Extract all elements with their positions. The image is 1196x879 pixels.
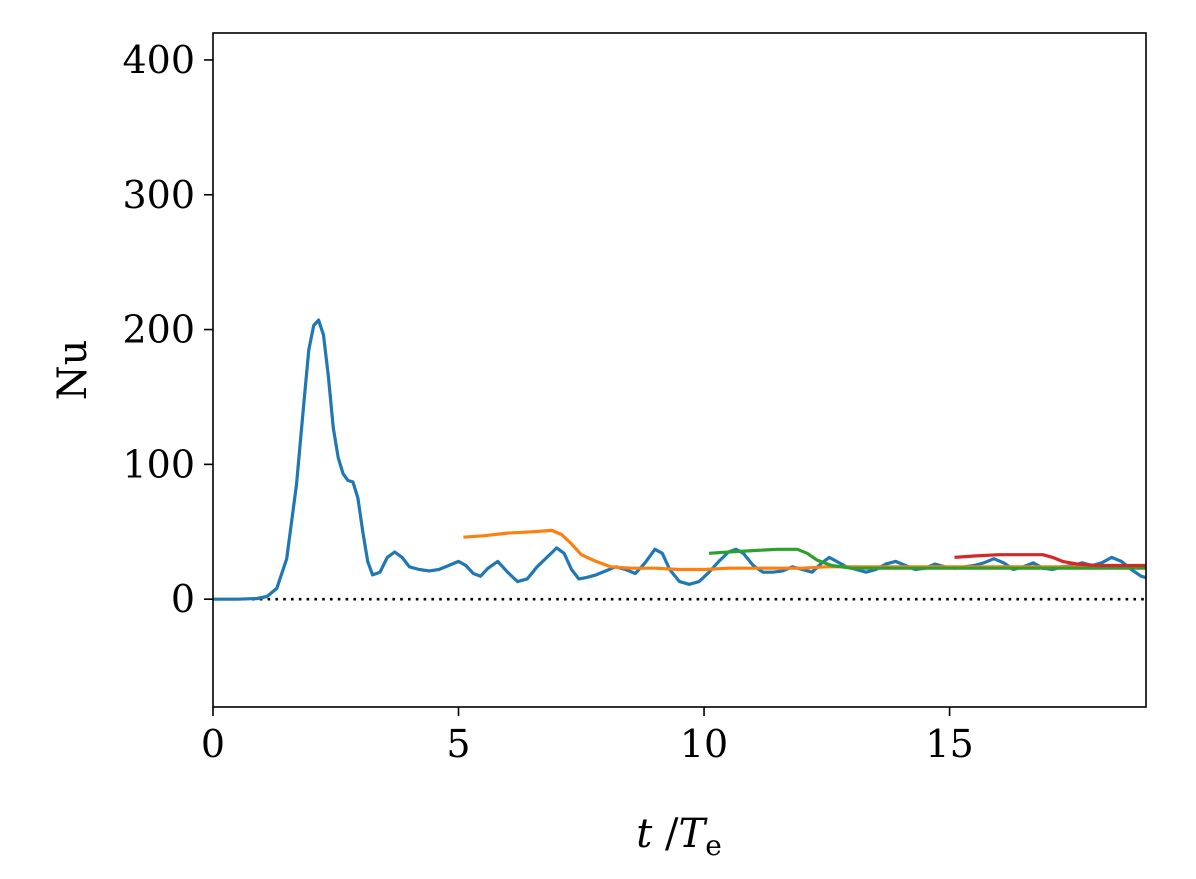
x-tick-label: 15: [925, 722, 973, 766]
y-tick-label: 400: [122, 38, 195, 82]
x-tick-label: 5: [446, 722, 470, 766]
series-line-4: [954, 553, 1146, 568]
x-tick-label: 0: [201, 722, 225, 766]
x-axis-label: t /Te: [636, 811, 722, 862]
series-line-3: [708, 547, 1146, 570]
x-axis: 0 5 10 15: [201, 707, 974, 766]
y-axis-label: Nu: [50, 340, 96, 401]
y-tick-label: 100: [122, 442, 195, 486]
y-tick-label: 0: [171, 577, 195, 621]
x-tick-label: 10: [680, 722, 728, 766]
series-layer: [213, 318, 1146, 601]
y-tick-label: 300: [122, 173, 195, 217]
series-line-1: [213, 318, 1146, 601]
plot-frame: [212, 32, 1147, 708]
y-axis: 0 100 200 300 400: [122, 38, 213, 621]
y-tick-label: 200: [122, 308, 195, 352]
